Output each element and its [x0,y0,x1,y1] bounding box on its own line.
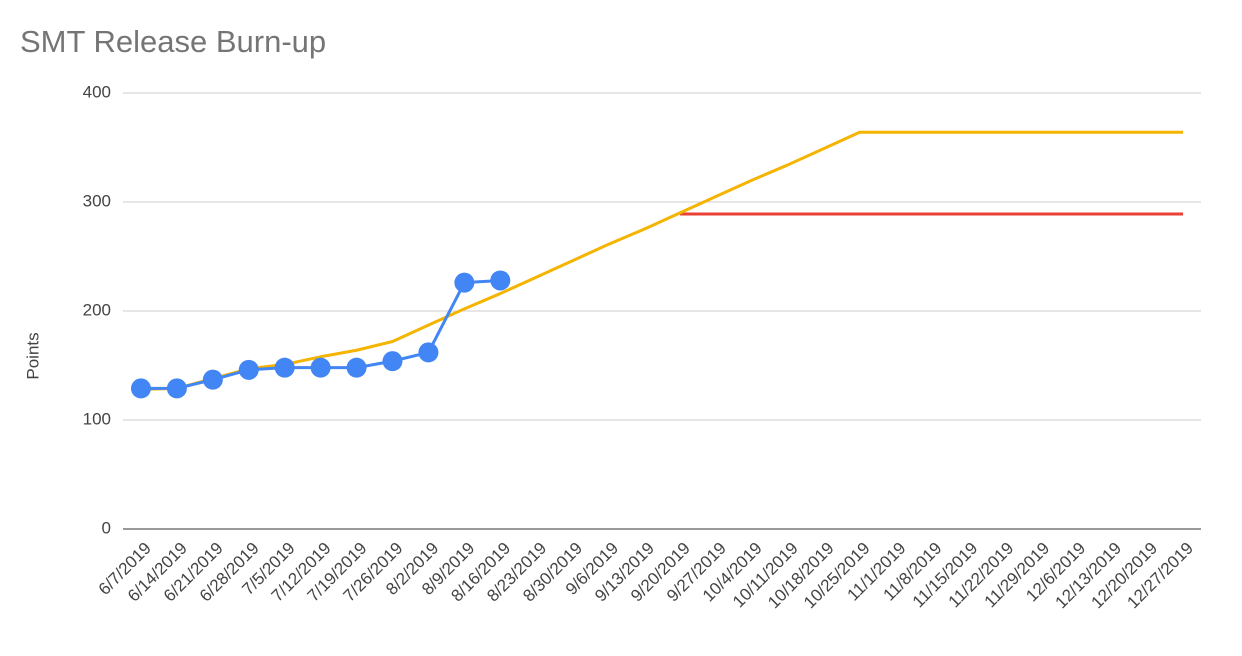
point [130,378,151,399]
series-line [140,130,1184,391]
point [346,357,367,378]
point [454,272,475,293]
y-tick-label: 400 [83,82,111,101]
point [418,342,439,363]
point [490,270,511,291]
y-tick-label: 100 [83,409,111,428]
point [310,357,331,378]
point [166,378,187,399]
y-axis-label: Points [23,332,42,379]
y-tick-label: 0 [102,518,111,537]
point [274,357,295,378]
point [202,369,223,390]
y-tick-label: 200 [83,300,111,319]
point [238,359,259,380]
chart-title: SMT Release Burn-up [20,24,326,59]
y-tick-label: 300 [83,191,111,210]
point [382,351,403,372]
